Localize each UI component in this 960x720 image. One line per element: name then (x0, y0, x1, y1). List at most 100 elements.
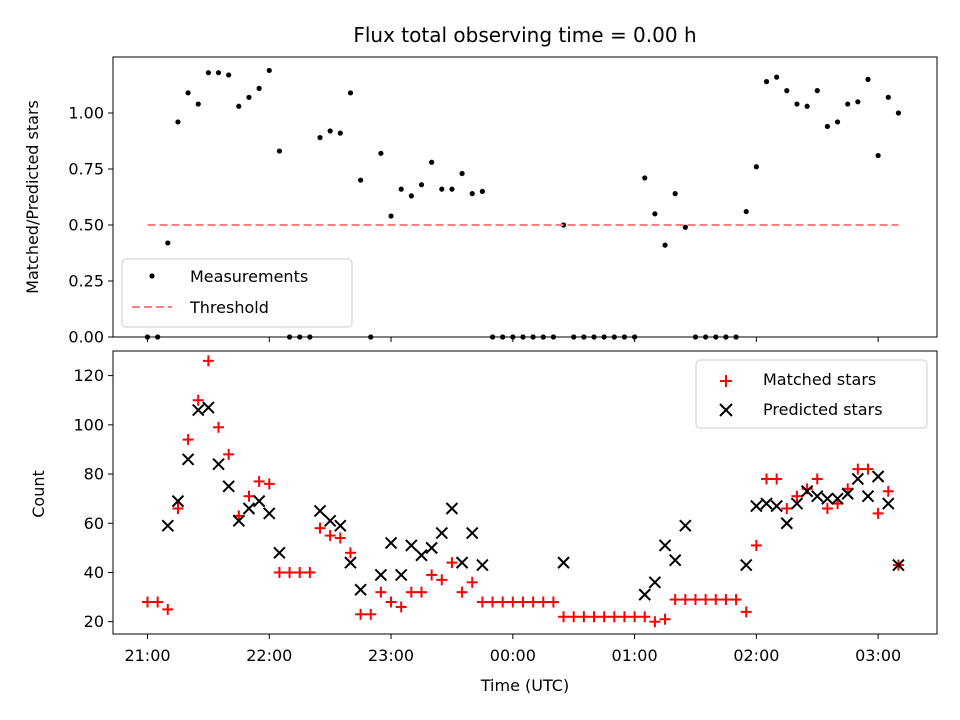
series-matched-stars (142, 355, 904, 628)
data-point (500, 334, 506, 340)
y-axis-label: Count (29, 470, 48, 518)
data-point (740, 606, 752, 618)
data-point (171, 494, 185, 508)
data-point (639, 611, 651, 623)
data-point (284, 566, 296, 578)
data-point (527, 596, 539, 608)
data-point (144, 334, 151, 340)
data-point (162, 603, 174, 615)
y-tick-label: 20 (84, 612, 104, 631)
data-point (733, 334, 739, 340)
data-point (730, 594, 742, 606)
data-point (774, 74, 780, 80)
series-predicted-stars (161, 401, 905, 601)
data-point (242, 502, 256, 515)
data-point (181, 453, 195, 466)
y-tick-label: 0.75 (68, 160, 104, 179)
data-point (811, 473, 823, 485)
data-point (202, 355, 214, 367)
data-point (415, 586, 427, 598)
x-tick-label: 00:00 (490, 646, 536, 665)
legend-label-threshold: Threshold (189, 298, 269, 317)
legend-box (695, 359, 928, 429)
data-point (794, 101, 800, 107)
x-tick-label: 01:00 (612, 646, 658, 665)
data-point (479, 188, 485, 194)
data-point (895, 110, 902, 116)
data-point (682, 224, 688, 230)
data-point (611, 334, 617, 340)
data-point (692, 334, 699, 340)
data-point (192, 394, 204, 406)
data-point (439, 186, 445, 192)
data-point (821, 492, 834, 505)
y-tick-label: 0.00 (68, 328, 104, 347)
data-point (537, 596, 549, 608)
data-point (770, 499, 783, 513)
data-point (855, 99, 861, 105)
data-point (841, 487, 854, 500)
data-point (358, 177, 364, 183)
data-point (436, 574, 448, 586)
data-point (263, 478, 275, 490)
data-point (223, 448, 235, 460)
data-point (408, 193, 414, 199)
data-point (497, 596, 509, 608)
data-point (824, 123, 831, 130)
data-point (558, 611, 570, 623)
legend-marker-predicted (719, 403, 733, 417)
data-point (252, 494, 266, 508)
data-point (550, 334, 557, 340)
data-point (689, 594, 701, 606)
data-point (263, 507, 276, 520)
y-tick-label: 40 (84, 563, 104, 582)
data-point (720, 594, 732, 606)
data-point (344, 547, 356, 559)
y-tick-label: 0.50 (68, 216, 104, 235)
data-point (814, 88, 820, 94)
data-point (385, 596, 397, 608)
data-point (165, 240, 171, 246)
data-point (679, 594, 691, 606)
y-tick-label: 60 (84, 514, 104, 533)
data-point (425, 541, 438, 555)
data-point (845, 101, 851, 107)
data-point (314, 522, 326, 534)
data-point (852, 463, 864, 475)
data-point (800, 485, 814, 498)
data-point (743, 208, 749, 215)
data-point (530, 334, 536, 340)
data-point (317, 135, 323, 141)
y-axis-label: Matched/Predicted stars (23, 100, 42, 294)
data-point (205, 70, 211, 76)
data-point (547, 596, 559, 608)
x-tick-label: 02:00 (733, 646, 779, 665)
y-tick-label: 120 (73, 366, 104, 385)
data-point (256, 85, 262, 91)
data-point (662, 242, 668, 248)
data-point (466, 576, 478, 588)
data-point (560, 222, 567, 228)
data-point (323, 514, 337, 528)
data-point (344, 556, 357, 569)
data-point (668, 553, 682, 567)
data-point (588, 611, 600, 623)
data-point (865, 76, 871, 82)
data-point (446, 557, 458, 569)
data-point (713, 334, 719, 340)
x-axis-label: Time (UTC) (480, 676, 569, 695)
data-point (510, 334, 516, 340)
data-point (791, 490, 803, 502)
data-point (294, 566, 306, 578)
data-point (273, 566, 285, 578)
data-point (517, 596, 529, 608)
data-point (834, 119, 841, 125)
legend-marker-measurements (149, 273, 155, 279)
data-point (142, 596, 154, 608)
data-point (384, 536, 398, 550)
data-point (642, 175, 648, 181)
legend-label-predicted: Predicted stars (763, 400, 883, 419)
data-point (892, 558, 905, 572)
data-point (243, 490, 255, 502)
x-tick-label: 23:00 (368, 646, 414, 665)
